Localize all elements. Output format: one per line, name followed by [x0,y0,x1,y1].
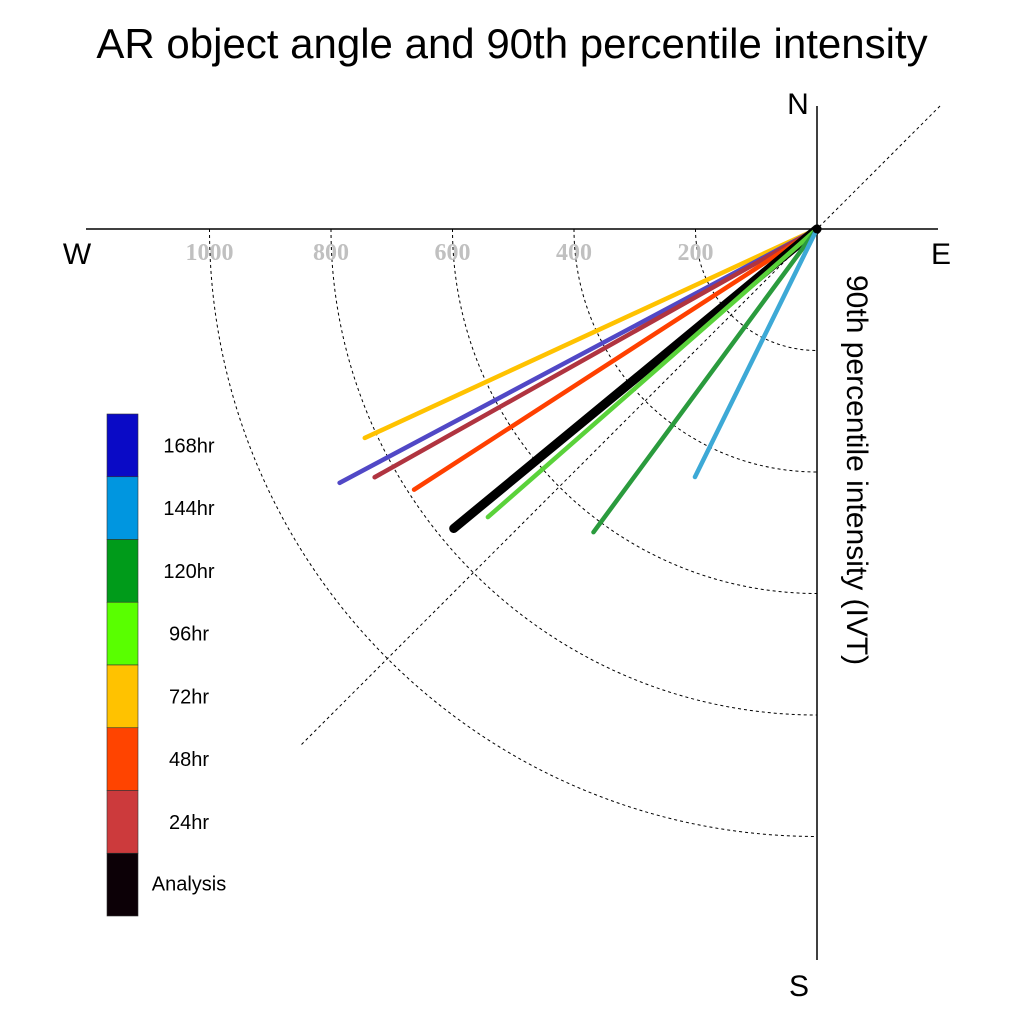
legend-label: 144hr [163,498,214,520]
legend-swatch [106,727,139,791]
radial-tick-label: 400 [556,240,592,266]
grid-arc [209,228,818,837]
series-line-120hr [591,226,820,535]
legend-swatch [106,852,139,917]
radial-axis-label: 90th percentile intensity (IVT) [840,275,873,665]
legend-swatch [106,476,139,540]
legend-swatch [106,790,139,854]
origin-point [812,224,822,234]
series-line-96hr [485,226,820,520]
legend-label: 120hr [163,561,214,583]
radial-tick-label: 600 [435,240,471,266]
legend-label: 72hr [169,686,209,708]
grid-arc [695,228,818,351]
radial-tick-label: 1000 [186,240,234,266]
legend-swatch [106,539,139,603]
chart-title: AR object angle and 90th percentile inte… [96,20,927,67]
legend-swatch [106,413,139,478]
series-line-analysis [449,224,822,533]
series-line-48hr [411,226,820,492]
grid-arc [330,228,818,716]
radial-ticks: 200 400 600 800 1000 [186,240,714,266]
series-line-24hr [372,226,820,480]
radial-tick-label: 800 [313,240,349,266]
series-line-144hr [692,226,820,480]
legend-swatch [106,664,139,729]
legend-label: 48hr [169,749,209,771]
grid-diagonal [301,105,941,745]
grid [209,105,941,837]
compass-north-label: N [787,88,809,121]
legend-swatch [106,601,139,666]
legend-label: Analysis [152,874,226,896]
grid-arc [573,228,818,473]
compass-east-label: E [931,238,951,271]
legend-label: 24hr [169,812,209,834]
compass-south-label: S [789,970,809,1003]
series-line-72hr [362,226,820,441]
radial-tick-label: 200 [678,240,714,266]
legend-label: 168hr [163,435,214,457]
series-lines [337,224,822,535]
legend: 168hr 144hr 120hr 96hr 72hr 48hr 24hr Analysis [106,413,226,917]
grid-arc [452,228,818,594]
legend-label: 96hr [169,624,209,646]
compass-west-label: W [63,238,92,271]
